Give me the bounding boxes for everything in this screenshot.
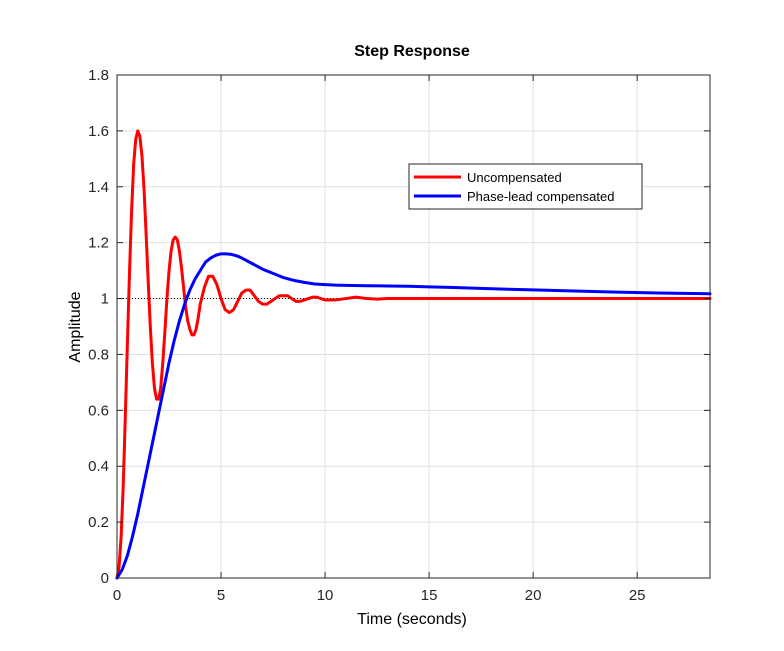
legend-box	[408, 163, 643, 210]
ticks	[116, 74, 710, 579]
x-tick-label: 5	[217, 587, 225, 604]
x-tick-label: 10	[317, 587, 334, 604]
y-tick-label: 0.4	[88, 458, 109, 475]
y-tick-label: 0.2	[88, 514, 109, 531]
y-tick-label: 1.2	[88, 235, 109, 252]
tick-labels: 0 5 10 15 20 25 0 0.2 0.4 0.6 0.8 1 1.2 1.4 1.6 1.8	[88, 67, 645, 604]
y-tick-label: 1.6	[88, 123, 109, 140]
legend-label-uncompensated: Uncompensated	[467, 170, 562, 185]
y-tick-label: 0.8	[88, 346, 109, 363]
x-tick-label: 25	[629, 587, 646, 604]
legend-label-phase-lead: Phase-lead compensated	[467, 189, 614, 204]
y-tick-label: 1.8	[88, 67, 109, 84]
x-axis-label: Time (seconds)	[357, 611, 467, 628]
y-tick-label: 1.4	[88, 179, 109, 196]
x-tick-label: 15	[421, 587, 438, 604]
x-tick-label: 0	[113, 587, 121, 604]
series-layer	[115, 129, 712, 580]
y-tick-label: 0	[101, 570, 109, 587]
chart-title: Step Response	[354, 43, 470, 60]
phase-lead-response-line	[115, 252, 712, 580]
plot-frame	[116, 74, 711, 579]
y-tick-label: 0.6	[88, 402, 109, 419]
uncompensated-response-line	[115, 129, 712, 580]
legend: Uncompensated Phase-lead compensated	[408, 163, 643, 210]
y-axis-label: Amplitude	[67, 291, 84, 362]
plot-background	[117, 75, 710, 578]
x-tick-label: 20	[525, 587, 542, 604]
y-tick-label: 1	[101, 291, 109, 308]
